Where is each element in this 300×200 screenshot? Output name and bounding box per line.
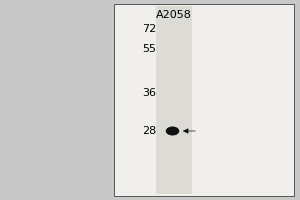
Bar	[156, 6, 192, 194]
Text: 36: 36	[142, 88, 156, 98]
Ellipse shape	[166, 127, 179, 136]
Text: 28: 28	[142, 126, 156, 136]
Text: 55: 55	[142, 44, 156, 54]
Text: 72: 72	[142, 24, 156, 34]
Bar	[114, 4, 294, 196]
Text: A2058: A2058	[156, 10, 192, 20]
